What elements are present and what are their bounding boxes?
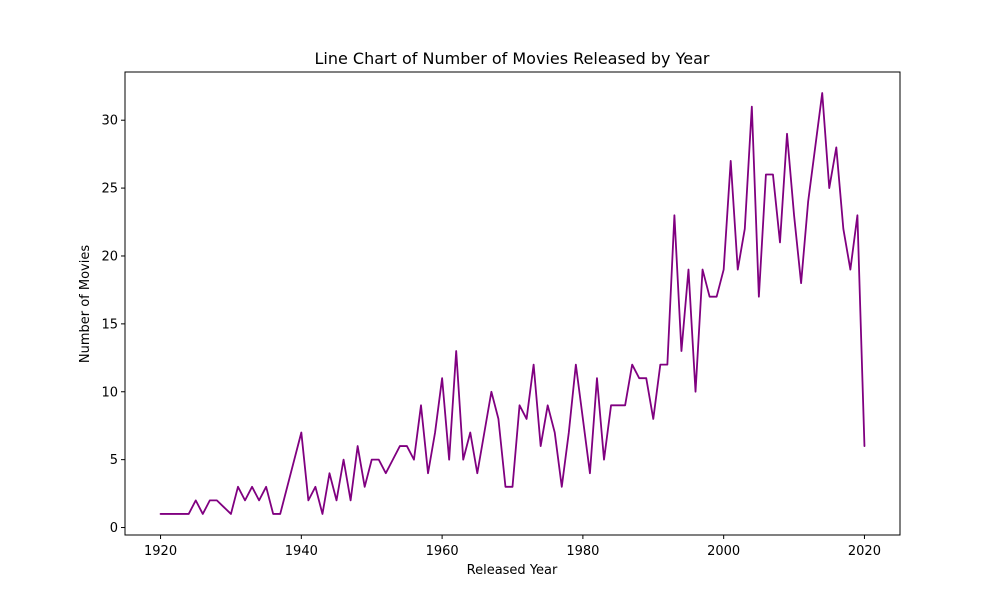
series-line — [159, 92, 866, 515]
plot-area — [159, 92, 866, 515]
x-tick-label: 1980 — [566, 544, 599, 559]
y-tick-label: 5 — [110, 453, 118, 468]
y-axis-label: Number of Movies — [78, 245, 93, 363]
x-axis-label: Released Year — [467, 563, 558, 578]
x-tick-label: 2020 — [848, 544, 881, 559]
y-tick-label: 0 — [110, 521, 118, 536]
y-tick-label: 15 — [101, 317, 118, 332]
x-tick-label: 1960 — [426, 544, 459, 559]
chart-title: Line Chart of Number of Movies Released … — [315, 49, 710, 68]
axes: 1920 1940 1960 1980 2000 2020 0 5 10 15 20 25 30 — [101, 71, 901, 559]
plot-frame — [124, 71, 901, 536]
y-tick-label: 20 — [101, 249, 118, 264]
x-tick-label: 1940 — [285, 544, 318, 559]
y-tick-label: 10 — [101, 385, 118, 400]
x-tick-label: 1920 — [144, 544, 177, 559]
y-tick-label: 25 — [101, 182, 118, 197]
x-tick-label: 2000 — [707, 544, 740, 559]
y-tick-label: 30 — [101, 114, 118, 129]
